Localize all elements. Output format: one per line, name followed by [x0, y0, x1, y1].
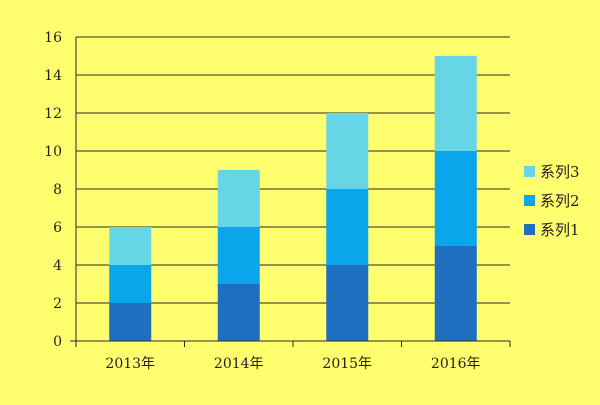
x-tick-label: 2015年 — [322, 356, 372, 372]
x-tick-label: 2016年 — [431, 356, 481, 372]
legend-label-series-1: 系列1 — [540, 221, 580, 239]
legend-label-series-3: 系列3 — [540, 163, 580, 181]
y-tick-label: 4 — [53, 258, 62, 274]
y-tick-label: 14 — [44, 68, 62, 84]
bar-2015年-series-3 — [326, 113, 369, 189]
bar-2016年-series-2 — [434, 151, 477, 246]
x-tick-label: 2014年 — [214, 356, 264, 372]
bars — [109, 56, 477, 341]
axes: 0 2 4 6 8 10 12 14 16 2013年 2014年 2015年 2016年 — [44, 30, 511, 372]
bar-2013年-series-2 — [109, 265, 152, 303]
legend-swatch-series-3 — [524, 166, 535, 177]
bar-2015年-series-1 — [326, 265, 369, 341]
legend-label-series-2: 系列2 — [540, 192, 580, 210]
bar-2014年-series-2 — [217, 227, 260, 284]
bar-2014年-series-3 — [217, 170, 260, 227]
y-tick-label: 16 — [44, 30, 62, 46]
y-tick-label: 0 — [53, 334, 62, 350]
bar-2013年-series-1 — [109, 303, 152, 341]
bar-2016年-series-1 — [434, 246, 477, 341]
y-tick-label: 2 — [53, 296, 62, 312]
legend-swatch-series-1 — [524, 224, 535, 235]
y-tick-label: 12 — [44, 106, 62, 122]
x-tick-label: 2013年 — [105, 356, 155, 372]
bar-2014年-series-1 — [217, 284, 260, 341]
legend-swatch-series-2 — [524, 195, 535, 206]
y-tick-label: 6 — [53, 220, 62, 236]
bar-2015年-series-2 — [326, 189, 369, 265]
y-tick-label: 10 — [44, 144, 62, 160]
y-tick-label: 8 — [53, 182, 62, 198]
bar-2013年-series-3 — [109, 227, 152, 265]
legend: 系列3 系列2 系列1 — [524, 163, 580, 239]
bar-2016年-series-3 — [434, 56, 477, 151]
